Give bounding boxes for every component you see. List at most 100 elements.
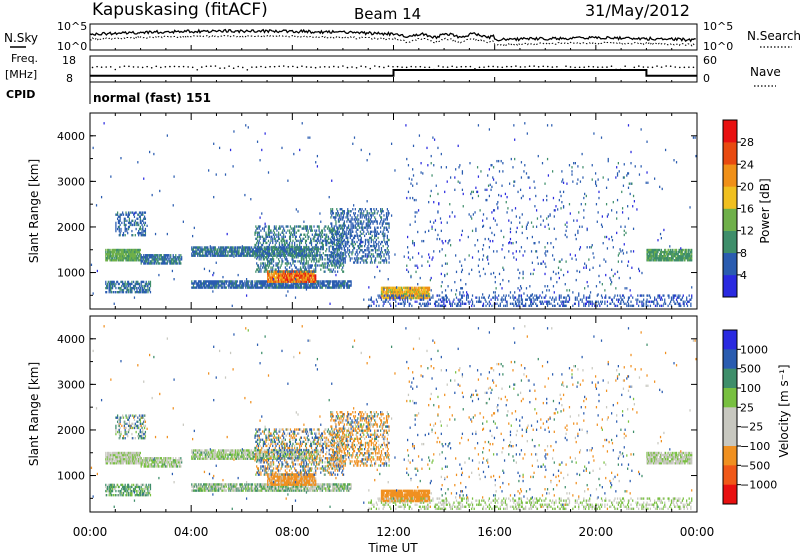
power-cell	[581, 300, 583, 303]
power-cell	[176, 262, 179, 265]
power-cell	[380, 296, 382, 299]
power-cell	[364, 226, 367, 229]
power-cell	[622, 294, 625, 297]
power-cell	[288, 254, 290, 257]
power-cell	[281, 231, 283, 234]
power-cell	[392, 298, 394, 301]
power-cell	[329, 227, 331, 230]
power-cell	[291, 280, 293, 283]
power-cell	[258, 268, 260, 271]
power-cell	[357, 244, 359, 248]
power-cell	[454, 176, 456, 179]
power-cell	[279, 276, 281, 279]
power-cell	[342, 210, 345, 213]
power-cell	[132, 250, 135, 254]
power-cell	[315, 231, 317, 234]
power-cell	[221, 246, 223, 249]
power-cell	[317, 282, 319, 285]
power-cell	[340, 216, 342, 219]
power-cell	[268, 252, 270, 255]
power-cell	[116, 248, 118, 252]
power-cell	[272, 274, 275, 277]
power-cell	[341, 212, 343, 215]
power-cell	[403, 296, 405, 300]
power-cell	[461, 172, 464, 175]
power-cell	[348, 284, 351, 287]
power-cell	[297, 254, 299, 257]
power-cell	[335, 238, 337, 242]
power-cell	[283, 270, 285, 273]
power-cell	[369, 236, 372, 240]
power-cell	[109, 286, 111, 290]
power-cell	[351, 238, 353, 242]
power-cell	[287, 262, 289, 265]
power-cell	[341, 232, 343, 236]
power-cell	[281, 274, 283, 277]
power-cell	[429, 194, 431, 198]
nave-dot	[305, 66, 308, 68]
power-cell	[204, 254, 206, 257]
power-cell	[341, 268, 343, 271]
nave-dot	[419, 65, 422, 68]
power-cell	[129, 257, 131, 260]
power-cell	[124, 234, 126, 237]
power-cell	[280, 254, 282, 257]
power-cell	[278, 241, 281, 245]
power-cell	[244, 254, 246, 257]
power-cell	[393, 286, 395, 290]
power-cell	[144, 282, 147, 286]
power-cell	[243, 282, 245, 285]
power-cell	[350, 224, 352, 227]
nave-dot	[191, 66, 194, 69]
power-cell	[313, 278, 315, 281]
power-cell	[305, 245, 308, 249]
nave-dot	[292, 65, 294, 68]
power-cell	[381, 292, 383, 296]
power-cell	[390, 294, 393, 297]
power-cell	[307, 229, 309, 232]
power-cell	[315, 266, 317, 269]
power-cell	[127, 282, 129, 286]
power-cell	[268, 233, 270, 236]
power-cell	[369, 208, 372, 211]
power-cell	[121, 259, 123, 262]
power-cell	[342, 216, 344, 219]
power-cell	[115, 252, 117, 256]
power-cell	[333, 240, 335, 244]
power-cell	[568, 298, 571, 301]
power-cell	[208, 250, 211, 253]
power-cell	[292, 239, 294, 243]
power-cell	[370, 240, 372, 244]
power-cell	[399, 302, 401, 305]
power-cell	[673, 296, 675, 299]
power-cell	[174, 256, 176, 259]
power-cell	[116, 250, 118, 254]
power-cell	[437, 233, 439, 237]
power-cell	[299, 252, 301, 255]
power-cell	[312, 278, 314, 281]
nave-dot	[369, 67, 372, 70]
power-cell	[334, 262, 336, 265]
power-cell	[567, 294, 569, 297]
power-cell	[691, 296, 693, 299]
power-cell	[268, 225, 270, 228]
power-cell	[272, 237, 274, 241]
power-cell	[209, 282, 211, 285]
power-cell	[199, 252, 201, 255]
power-cell	[471, 300, 474, 303]
power-cell	[347, 216, 349, 219]
power-cell	[349, 232, 351, 236]
power-cell	[374, 232, 376, 236]
power-cell	[138, 286, 140, 290]
power-cell	[362, 228, 364, 231]
power-cell	[217, 252, 219, 255]
power-cell	[690, 298, 692, 301]
power-cell	[476, 166, 479, 169]
power-cell	[268, 243, 270, 247]
power-cell	[357, 259, 359, 262]
power-cell	[343, 222, 346, 225]
power-cell	[293, 250, 295, 253]
power-cell	[255, 282, 257, 285]
power-cell	[309, 227, 311, 230]
power-cell	[331, 208, 334, 211]
